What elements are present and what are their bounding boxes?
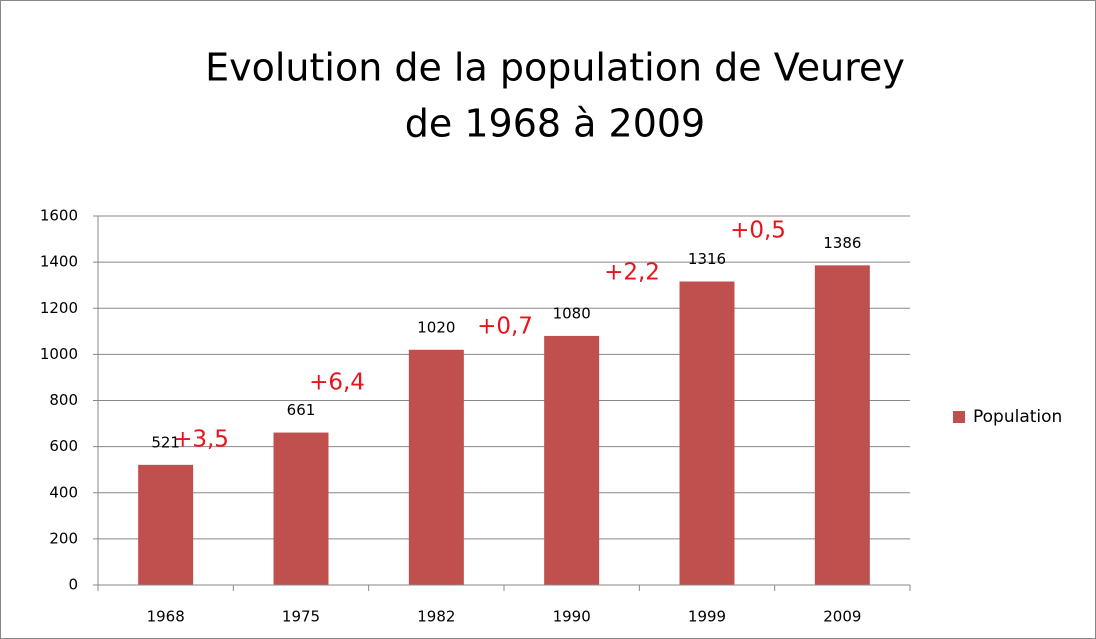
data-label: 1080 [553,304,591,322]
legend-swatch [953,411,965,423]
chart-title: Evolution de la population de Veurey [205,46,905,90]
bar [138,464,194,585]
data-label: 1316 [688,250,726,268]
y-tick-label: 200 [49,529,78,547]
y-tick-label: 600 [49,437,78,455]
y-tick-label: 1000 [40,345,78,363]
data-label: 1386 [823,234,861,252]
annotation: +2,2 [604,260,660,286]
data-label: 661 [287,401,316,419]
y-tick-label: 1400 [40,253,78,271]
y-tick-label: 800 [49,391,78,409]
bar [273,432,329,585]
y-tick-label: 400 [49,483,78,501]
x-tick-label: 1975 [282,608,320,626]
legend-label: Population [973,407,1062,427]
x-tick-label: 1968 [147,608,185,626]
y-tick-label: 0 [68,576,78,594]
annotation: +3,5 [173,427,229,453]
data-label: 1020 [417,318,455,336]
y-tick-label: 1600 [40,207,78,225]
y-tick-label: 1200 [40,299,78,317]
x-tick-label: 1982 [417,608,455,626]
annotation: +0,7 [477,314,533,340]
x-tick-label: 1999 [688,608,726,626]
x-tick-label: 2009 [823,608,861,626]
bar [544,335,600,585]
chart-title: de 1968 à 2009 [405,102,705,146]
x-tick-label: 1990 [553,608,591,626]
data-label: 521 [151,433,180,451]
annotation: +6,4 [309,370,365,396]
bar [679,281,735,585]
bar [814,265,870,585]
bar [408,349,464,585]
annotation: +0,5 [730,218,786,244]
